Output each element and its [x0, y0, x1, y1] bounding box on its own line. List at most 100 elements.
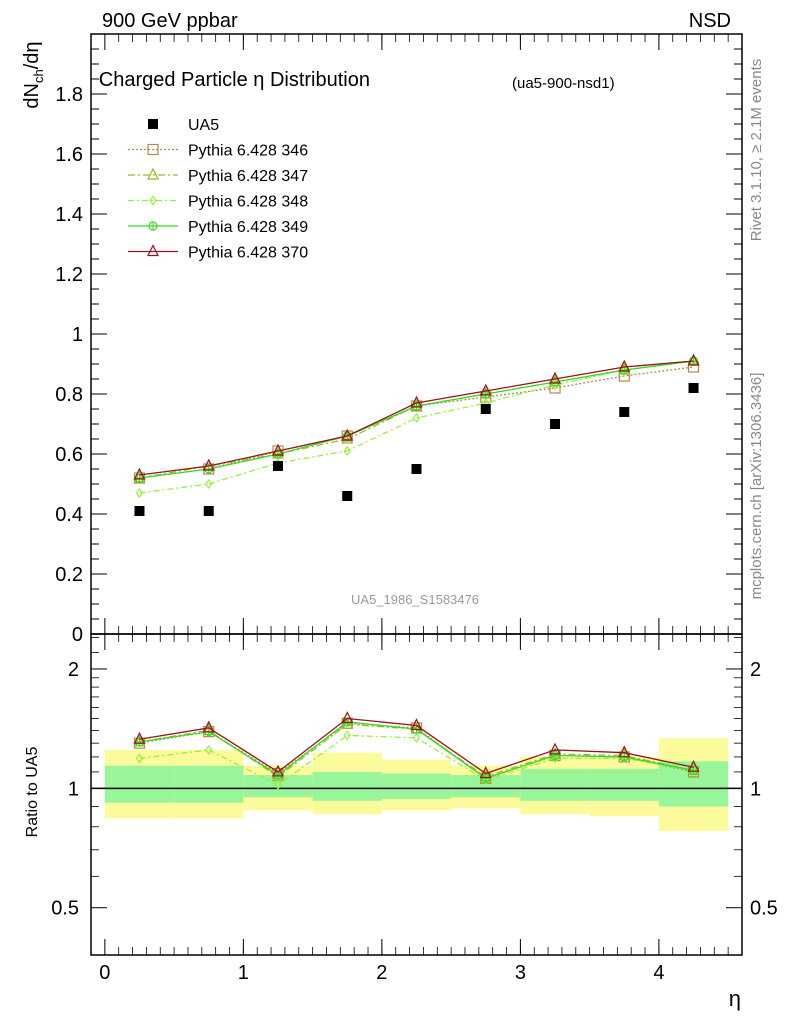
series-line — [139, 360, 694, 494]
data-point — [550, 419, 561, 429]
header-right-label: NSD — [689, 10, 731, 32]
uncertainty-band-inner — [520, 768, 590, 801]
series-line — [139, 366, 694, 479]
data-point — [342, 491, 353, 501]
series-marker — [618, 359, 631, 372]
header-left-label: 900 GeV ppbar — [102, 10, 238, 32]
series-marker — [133, 467, 146, 480]
legend-label: Pythia 6.428 346 — [188, 143, 308, 160]
series-marker — [410, 395, 423, 408]
series-marker — [147, 244, 159, 257]
main-panel: 0 0.2 0.4 0.6 0.8 1 1.2 1.4 1.6 1.8 — [55, 33, 743, 646]
legend-label: Pythia 6.428 370 — [188, 245, 308, 262]
ratio-series-line — [139, 723, 694, 778]
series-marker — [479, 766, 492, 779]
uncertainty-band-inner — [589, 768, 659, 801]
series-marker — [135, 753, 144, 764]
y-tick-label: 0.8 — [55, 384, 83, 406]
series-line — [139, 360, 694, 479]
y-tick-label: 0 — [72, 624, 83, 646]
x-tick-label: 0 — [99, 962, 110, 984]
ratio-y-tick-label-right: 1 — [750, 778, 761, 800]
y-tick-label: 1.4 — [55, 204, 83, 226]
y-axis-label-main: dNch/dη — [21, 41, 46, 108]
uncertainty-band-inner — [312, 771, 382, 801]
series-marker — [149, 195, 157, 206]
y-tick-label: 1.6 — [55, 144, 83, 166]
series-marker — [412, 732, 421, 743]
series-marker — [551, 753, 559, 764]
uncertainty-band-inner — [104, 765, 175, 803]
y-tick-label: 1 — [72, 324, 83, 346]
data-point — [619, 407, 630, 417]
legend-label: Pythia 6.428 349 — [188, 219, 308, 236]
series-marker — [412, 413, 421, 423]
chart-title-tag: (ua5-900-nsd1) — [512, 75, 615, 92]
ratio-y-tick-label: 0.5 — [51, 898, 79, 920]
rivet-version-label: Rivet 3.1.10, ≥ 2.1M events — [748, 59, 765, 242]
ratio-y-tick-label-right: 2 — [750, 659, 761, 681]
series-marker — [341, 428, 354, 441]
series-marker — [274, 779, 282, 790]
series-marker — [202, 458, 215, 471]
chart-title: Charged Particle η Distribution — [99, 69, 370, 91]
analysis-watermark: UA5_1986_S1583476 — [351, 592, 479, 607]
y-tick-label: 0.2 — [55, 564, 83, 586]
data-point — [688, 383, 699, 393]
series-marker — [272, 443, 284, 456]
series-marker — [202, 720, 215, 733]
y-tick-label: 1.2 — [55, 264, 83, 286]
series-marker — [343, 730, 351, 741]
data-point — [134, 506, 145, 516]
data-point — [272, 461, 283, 471]
series-marker — [549, 742, 561, 755]
legend-marker-data — [148, 119, 158, 129]
series-marker — [551, 380, 559, 390]
y-tick-label: 0.4 — [55, 504, 83, 526]
ratio-y-tick-label: 2 — [68, 659, 79, 681]
legend-label: Pythia 6.428 348 — [188, 194, 308, 211]
x-tick-label: 4 — [653, 962, 664, 984]
data-point — [203, 506, 214, 516]
ratio-series-line — [139, 717, 694, 775]
legend: UA5 Pythia 6.428 346 Pythia 6.428 347 Pythi… — [128, 117, 308, 262]
y-tick-label: 0.6 — [55, 444, 83, 466]
series-marker — [204, 744, 213, 755]
ratio-panel: 0 1 2 3 4 0.5 0.5 1 1 2 2 — [51, 34, 778, 984]
series-line — [139, 360, 694, 479]
series-marker — [204, 479, 213, 489]
series-marker — [272, 764, 284, 777]
series-marker — [147, 167, 159, 180]
legend-label: UA5 — [188, 117, 219, 134]
series-line — [139, 360, 694, 476]
series-marker — [618, 745, 631, 758]
series-marker — [687, 759, 700, 772]
data-point — [480, 404, 491, 414]
y-axis-label-ratio: Ratio to UA5 — [24, 747, 41, 838]
uncertainty-band-inner — [381, 773, 452, 800]
series-marker — [341, 431, 354, 444]
series-marker — [549, 371, 561, 384]
ratio-frame — [90, 633, 743, 956]
uncertainty-band-inner — [243, 775, 313, 798]
series-marker — [135, 488, 144, 498]
series-marker — [687, 353, 700, 366]
series-marker — [343, 446, 351, 456]
y-label-part-tail: /dη — [21, 41, 43, 69]
y-tick-label: 1.8 — [55, 84, 83, 106]
x-tick-label: 3 — [515, 962, 526, 984]
series-marker — [410, 718, 423, 731]
uncertainty-band-inner — [451, 775, 521, 798]
series-marker — [133, 731, 146, 744]
x-tick-label: 1 — [238, 962, 249, 984]
uncertainty-band-inner — [174, 765, 244, 803]
series-marker — [147, 143, 159, 156]
x-axis-label: η — [729, 986, 741, 1011]
ratio-y-tick-label-right: 0.5 — [750, 898, 778, 920]
series-marker — [341, 711, 354, 724]
legend-label: Pythia 6.428 347 — [188, 168, 308, 185]
y-label-part-dn: dN — [21, 83, 43, 109]
source-label: mcplots.cern.ch [arXiv:1306.3436] — [748, 373, 765, 600]
ratio-y-tick-label: 1 — [68, 778, 79, 800]
data-point — [411, 464, 422, 474]
